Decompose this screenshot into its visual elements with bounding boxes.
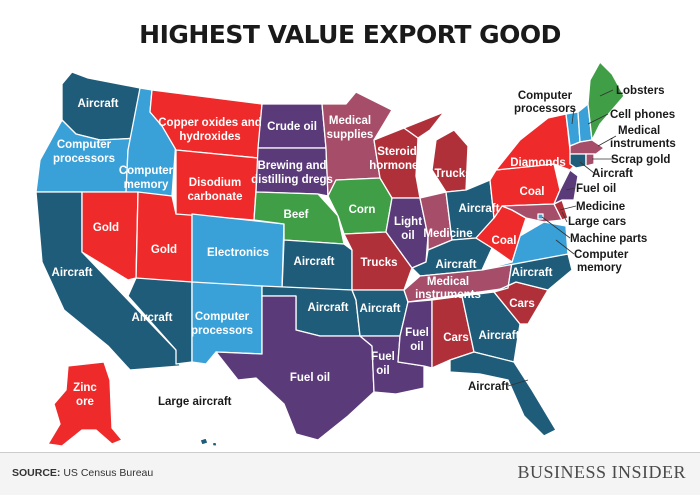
state-CT: [569, 153, 587, 169]
state-SD: [255, 147, 329, 197]
label-MD: Medicine: [576, 201, 625, 213]
state-NM: [191, 281, 263, 365]
label-WA: Aircraft: [78, 98, 119, 110]
label-NH: Cell phones: [610, 109, 675, 121]
label-SD: Brewing and distilling dregs: [251, 160, 333, 186]
label-CO: Electronics: [207, 247, 269, 259]
source-label: SOURCE:: [12, 467, 61, 479]
label-NE: Beef: [284, 209, 309, 221]
state-GA: [461, 291, 521, 363]
label-OK: Aircraft: [308, 302, 349, 314]
label-HI: Large aircraft: [158, 396, 232, 408]
us-map: Aircraft Computer processors Aircraft Com…: [35, 61, 676, 447]
state-NV: [81, 191, 139, 281]
state-labels: Aircraft Computer processors Aircraft Com…: [52, 98, 566, 408]
label-TX: Fuel oil: [290, 372, 330, 384]
label-AL: Cars: [443, 332, 469, 344]
label-NY: Diamonds: [510, 157, 566, 169]
label-UT: Gold: [151, 244, 177, 256]
label-AR: Aircraft: [360, 303, 401, 315]
label-MS: Fuel oil: [405, 327, 429, 353]
label-DC: Machine parts: [570, 233, 647, 245]
label-DE: Large cars: [568, 216, 626, 228]
source-text: US Census Bureau: [63, 467, 154, 479]
footer: SOURCE: US Census Bureau BUSINESS INSIDE…: [0, 452, 700, 495]
label-IN: Medicine: [423, 228, 472, 240]
label-NM: Computer processors: [191, 311, 253, 337]
label-MN: Medical supplies: [327, 115, 374, 141]
label-SC: Cars: [509, 298, 535, 310]
label-WY: Disodium carbonate: [188, 177, 243, 203]
label-ND: Crude oil: [267, 121, 317, 133]
label-PA: Coal: [520, 186, 545, 198]
label-KY: Aircraft: [436, 259, 477, 271]
state-FL: [449, 351, 557, 437]
label-MO: Trucks: [360, 257, 397, 269]
label-OH: Aircraft: [459, 203, 500, 215]
label-AK: Zinc ore: [73, 382, 97, 408]
label-ID: Computer memory: [119, 165, 174, 191]
state-AK: [47, 361, 123, 447]
label-VT: Computer processors: [514, 90, 576, 115]
label-MA: Medical instruments: [610, 125, 676, 150]
brand-logo: BUSINESS INSIDER: [517, 462, 686, 482]
label-MT: Copper oxides and hydroxides: [158, 117, 262, 143]
state-TX: [215, 295, 375, 441]
state-HI: [199, 437, 218, 447]
outside-labels: Computer processors Lobsters Cell phones …: [158, 85, 676, 408]
label-WI: Steroid hormones: [369, 146, 425, 172]
label-KS: Aircraft: [294, 256, 335, 268]
label-NC: Aircraft: [512, 267, 553, 279]
state-NJ: [553, 169, 579, 205]
label-AZ: Aircraft: [132, 312, 173, 324]
page-title: HIGHEST VALUE EXPORT GOOD: [139, 20, 561, 49]
label-IL: Light oil: [394, 216, 422, 242]
label-VA: Computer memory: [574, 249, 629, 274]
label-LA: Fuel oil: [371, 351, 395, 377]
label-MI: Trucks: [434, 168, 471, 180]
source-note: SOURCE: US Census Bureau: [12, 467, 153, 479]
leader-lines: [507, 89, 617, 387]
label-RI: Scrap gold: [611, 154, 670, 166]
label-NJ: Fuel oil: [576, 183, 616, 195]
label-NV: Gold: [93, 222, 119, 234]
state-RI: [585, 153, 595, 167]
state-DC: [537, 213, 544, 220]
state-ME: [587, 61, 625, 141]
label-FL: Aircraft: [468, 381, 509, 393]
label-CT: Aircraft: [592, 168, 633, 180]
label-OR: Computer processors: [53, 139, 115, 165]
label-CA: Aircraft: [52, 267, 93, 279]
label-WV: Coal: [492, 235, 517, 247]
label-ME: Lobsters: [616, 85, 665, 97]
label-IA: Corn: [349, 204, 376, 216]
label-GA: Aircraft: [479, 330, 520, 342]
label-TN: Medical instruments: [415, 276, 481, 301]
